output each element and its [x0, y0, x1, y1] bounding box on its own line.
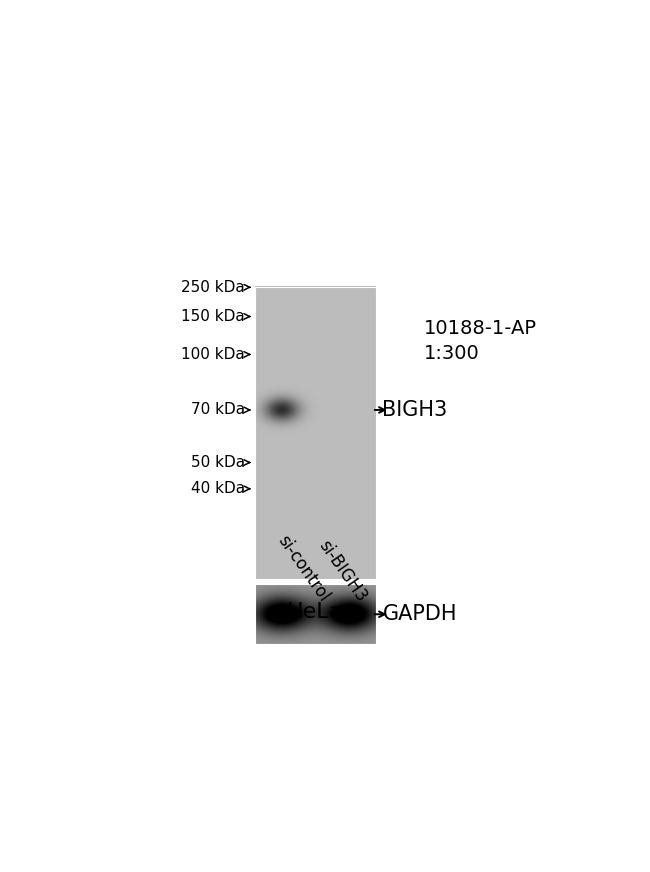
Text: 70 kDa: 70 kDa	[191, 403, 245, 418]
Text: 100 kDa: 100 kDa	[181, 347, 245, 362]
Bar	[255, 584, 376, 644]
Text: GAPDH: GAPDH	[382, 604, 457, 624]
Text: HeLa: HeLa	[287, 602, 344, 622]
Text: 40 kDa: 40 kDa	[191, 481, 245, 496]
Bar	[255, 287, 376, 579]
Text: 250 kDa: 250 kDa	[181, 280, 245, 295]
Text: 50 kDa: 50 kDa	[191, 455, 245, 470]
Text: BIGH3: BIGH3	[382, 400, 448, 420]
Text: 150 kDa: 150 kDa	[181, 309, 245, 324]
Text: 10188-1-AP
1:300: 10188-1-AP 1:300	[424, 319, 537, 364]
FancyBboxPatch shape	[255, 579, 376, 585]
Text: si-control: si-control	[274, 532, 333, 605]
Text: WWW.PTGLABIOM: WWW.PTGLABIOM	[285, 380, 298, 487]
Text: si-BIGH3: si-BIGH3	[315, 536, 370, 605]
